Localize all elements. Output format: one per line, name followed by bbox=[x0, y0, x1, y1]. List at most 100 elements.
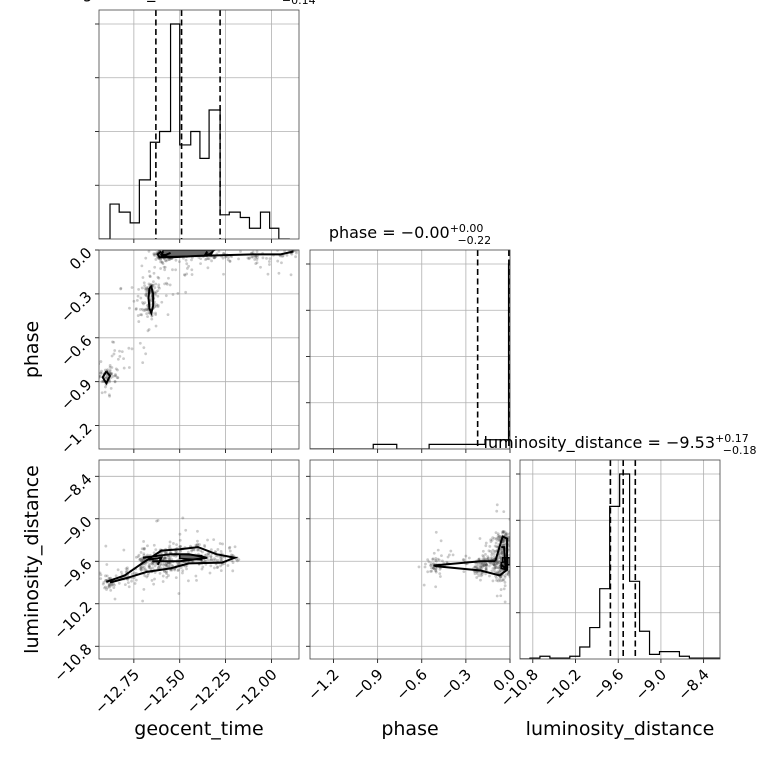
axes-frame bbox=[98, 9, 300, 240]
scatter-point bbox=[479, 572, 482, 576]
scatter-point bbox=[496, 533, 500, 537]
scatter-point bbox=[251, 250, 255, 254]
scatter-point bbox=[224, 255, 227, 259]
axes-frame bbox=[519, 459, 721, 660]
scatter-point bbox=[99, 371, 103, 375]
scatter-point bbox=[498, 569, 502, 572]
scatter-point bbox=[112, 582, 115, 586]
scatter-point bbox=[164, 259, 168, 263]
scatter-point bbox=[161, 563, 165, 567]
axes-frame bbox=[98, 459, 300, 660]
scatter-point bbox=[164, 556, 167, 560]
scatter-point bbox=[533, 537, 536, 540]
scatter-point bbox=[430, 569, 434, 573]
scatter-point bbox=[499, 588, 503, 591]
scatter-point bbox=[484, 563, 488, 567]
scatter-point bbox=[181, 516, 185, 520]
y-tick-label: −10.8 bbox=[50, 640, 95, 685]
scatter-point bbox=[105, 588, 108, 591]
scatter-point bbox=[163, 556, 166, 560]
scatter-point bbox=[248, 242, 251, 245]
x-tick-label: −8.4 bbox=[674, 665, 712, 703]
scatter-point bbox=[501, 531, 504, 535]
scatter-point bbox=[220, 557, 224, 561]
title-value: luminosity_distance = −9.53 bbox=[484, 433, 715, 453]
scatter-point bbox=[185, 272, 189, 276]
scatter-point bbox=[127, 585, 131, 589]
scatter-point bbox=[124, 570, 128, 573]
scatter-point bbox=[432, 566, 435, 570]
scatter-point bbox=[144, 568, 148, 572]
scatter-point bbox=[113, 374, 117, 378]
scatter-point bbox=[204, 258, 207, 262]
scatter-point bbox=[134, 578, 138, 582]
scatter-point bbox=[153, 293, 157, 297]
scatter-point bbox=[163, 259, 167, 262]
scatter-panel-phase_vs_luminosity_distance bbox=[417, 503, 536, 604]
scatter-point bbox=[159, 562, 163, 566]
scatter-point bbox=[293, 250, 297, 253]
scatter-point bbox=[422, 583, 426, 587]
scatter-point bbox=[119, 287, 123, 291]
scatter-point bbox=[158, 286, 161, 290]
scatter-point bbox=[207, 551, 211, 555]
scatter-point bbox=[153, 265, 157, 269]
scatter-point bbox=[148, 562, 152, 566]
scatter-point bbox=[484, 563, 488, 567]
scatter-point bbox=[130, 572, 134, 576]
scatter-point bbox=[162, 265, 166, 269]
scatter-point bbox=[176, 291, 180, 295]
scatter-point bbox=[103, 586, 106, 590]
scatter-point bbox=[147, 282, 151, 286]
scatter-point bbox=[164, 563, 168, 567]
y-axis-label-phase: phase bbox=[21, 321, 43, 378]
scatter-point bbox=[499, 575, 503, 579]
scatter-point bbox=[145, 286, 149, 290]
scatter-point bbox=[140, 286, 144, 290]
scatter-point bbox=[153, 577, 156, 581]
scatter-point bbox=[475, 570, 479, 574]
scatter-point bbox=[142, 346, 146, 350]
scatter-point bbox=[164, 551, 167, 555]
scatter-point bbox=[299, 252, 302, 255]
scatter-point bbox=[152, 252, 156, 256]
axes-frame bbox=[309, 249, 511, 450]
scatter-point bbox=[488, 574, 491, 578]
scatter-point bbox=[138, 341, 142, 345]
scatter-point bbox=[502, 540, 506, 544]
scatter-point bbox=[141, 599, 145, 603]
scatter-point bbox=[510, 551, 513, 554]
scatter-point bbox=[446, 555, 450, 559]
scatter-point bbox=[168, 565, 172, 568]
scatter-point bbox=[491, 536, 495, 540]
scatter-point bbox=[502, 543, 506, 547]
scatter-point bbox=[499, 557, 503, 561]
scatter-point bbox=[502, 530, 506, 533]
scatter-point bbox=[113, 583, 116, 587]
scatter-point bbox=[152, 582, 156, 586]
scatter-point bbox=[99, 375, 102, 378]
scatter-point bbox=[506, 532, 510, 536]
scatter-point bbox=[502, 510, 506, 514]
scatter-point bbox=[488, 544, 492, 548]
scatter-point bbox=[499, 594, 503, 598]
scatter-point bbox=[250, 255, 254, 259]
scatter-point bbox=[167, 258, 171, 261]
x-tick-label: −12.25 bbox=[183, 665, 235, 717]
scatter-point bbox=[512, 569, 515, 572]
scatter-point bbox=[502, 530, 506, 534]
scatter-point bbox=[164, 556, 168, 560]
scatter-point bbox=[147, 250, 151, 253]
scatter-point bbox=[146, 544, 149, 548]
density-contour bbox=[147, 284, 155, 317]
scatter-point bbox=[139, 568, 143, 572]
scatter-point bbox=[177, 592, 181, 595]
scatter-point bbox=[451, 553, 455, 557]
density-contour bbox=[156, 250, 294, 259]
scatter-point bbox=[154, 304, 158, 308]
scatter-point bbox=[230, 553, 233, 557]
scatter-point bbox=[219, 555, 223, 559]
scatter-point bbox=[110, 354, 114, 358]
scatter-point bbox=[181, 571, 184, 575]
scatter-point bbox=[150, 579, 154, 582]
